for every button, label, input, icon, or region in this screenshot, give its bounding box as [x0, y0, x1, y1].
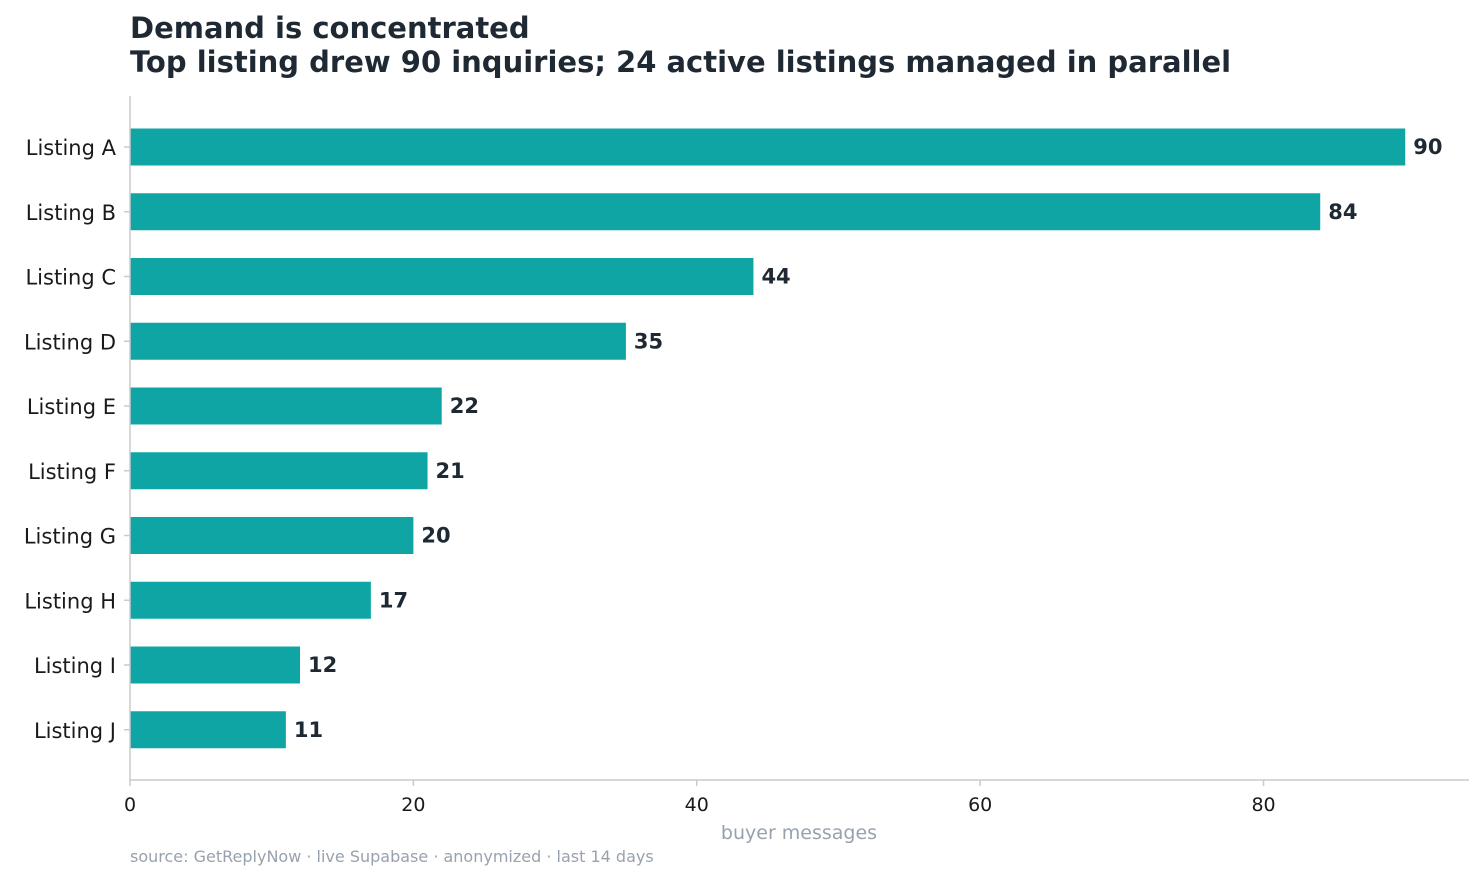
- chart-title: Demand is concentrated: [130, 11, 530, 45]
- y-tick-label: Listing I: [34, 654, 116, 678]
- bar-listing-d: [130, 322, 626, 360]
- x-ticks-group: 0 20 40 60 80: [124, 780, 1276, 816]
- y-tick-label: Listing J: [34, 719, 116, 743]
- y-tick-label: Listing G: [24, 525, 116, 549]
- x-tick-label: 20: [401, 794, 425, 816]
- data-label: 12: [308, 653, 337, 677]
- bar-listing-a: [130, 128, 1406, 166]
- data-label: 11: [294, 718, 323, 742]
- data-label: 22: [450, 394, 479, 418]
- data-label: 17: [379, 588, 408, 612]
- x-tick-label: 80: [1251, 794, 1275, 816]
- data-label: 90: [1413, 135, 1442, 159]
- data-label: 21: [436, 459, 465, 483]
- y-tick-label: Listing C: [25, 266, 116, 290]
- bar-listing-j: [130, 711, 286, 749]
- y-tick-label: Listing E: [27, 395, 116, 419]
- data-label: 44: [761, 265, 790, 289]
- x-axis-label: buyer messages: [721, 822, 877, 844]
- chart-subtitle: Top listing drew 90 inquiries; 24 active…: [130, 45, 1231, 79]
- y-tick-label: Listing D: [24, 330, 116, 354]
- y-tick-label: Listing A: [26, 136, 117, 160]
- x-tick-label: 0: [124, 794, 136, 816]
- data-label: 84: [1328, 200, 1357, 224]
- y-tick-label: Listing F: [28, 460, 116, 484]
- data-label: 35: [634, 329, 663, 353]
- y-tick-label: Listing B: [26, 201, 116, 225]
- y-tick-label: Listing H: [24, 589, 116, 613]
- bar-listing-h: [130, 581, 371, 619]
- bar-listing-b: [130, 193, 1321, 231]
- bars-group: Listing A 90 Listing B 84 Listing C 44 Listing…: [24, 128, 1442, 749]
- bar-listing-i: [130, 646, 301, 684]
- data-label: 20: [421, 524, 450, 548]
- x-tick-label: 40: [685, 794, 709, 816]
- bar-listing-g: [130, 517, 414, 554]
- x-tick-label: 60: [968, 794, 992, 816]
- bar-listing-f: [130, 452, 428, 490]
- bar-listing-e: [130, 387, 442, 425]
- source-note: source: GetReplyNow · live Supabase · an…: [130, 847, 654, 866]
- bar-listing-c: [130, 258, 754, 295]
